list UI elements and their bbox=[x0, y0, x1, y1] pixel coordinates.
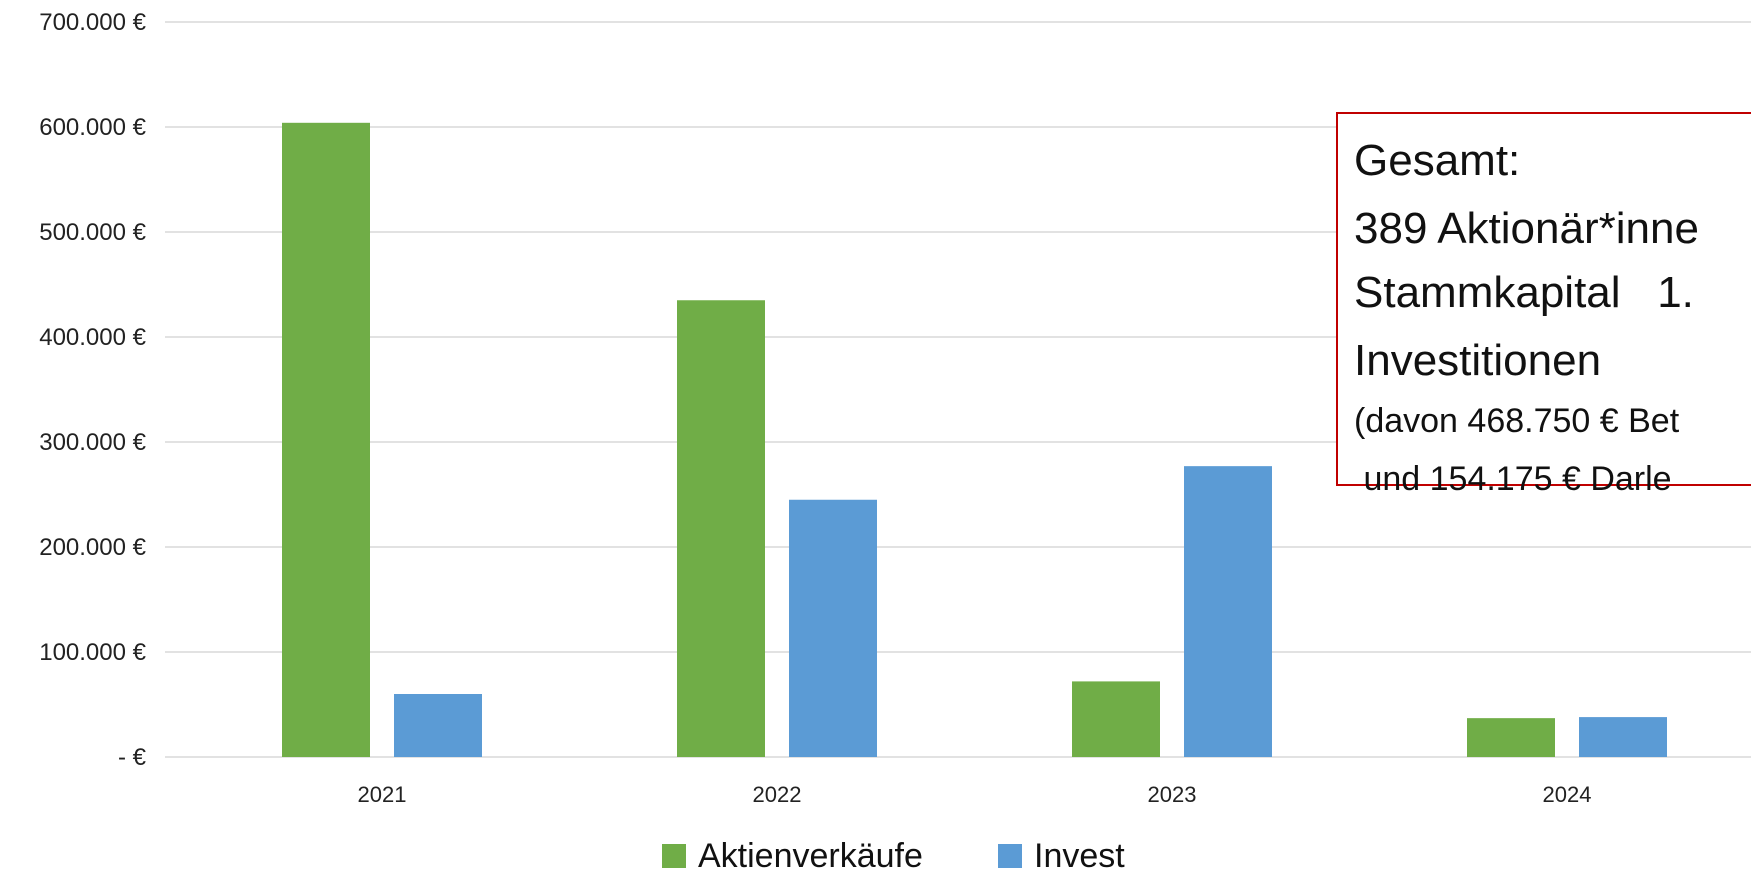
annotation-line: 389 Aktionär*inne bbox=[1354, 204, 1699, 253]
annotation-line: Investitionen bbox=[1354, 336, 1601, 385]
bar-aktienverk-ufe-2023 bbox=[1072, 681, 1160, 757]
bar-aktienverk-ufe-2024 bbox=[1467, 718, 1555, 757]
bar-invest-2023 bbox=[1184, 466, 1272, 757]
bar-invest-2022 bbox=[789, 499, 877, 757]
annotation-frame bbox=[1336, 112, 1751, 486]
legend-swatch bbox=[662, 844, 686, 868]
y-axis-ticks: - € 100.000 € 200.000 € 300.000 € 400.000 € 5… bbox=[39, 9, 146, 771]
bar-invest-2024 bbox=[1579, 717, 1667, 757]
y-tick-label: 200.000 € bbox=[39, 534, 146, 561]
annotation-line: und 154.175 € Darle bbox=[1354, 460, 1672, 498]
bar-aktienverk-ufe-2022 bbox=[677, 300, 765, 757]
bars bbox=[282, 122, 1667, 758]
x-tick-label: 2024 bbox=[1543, 782, 1592, 807]
y-tick-label: 400.000 € bbox=[39, 324, 146, 351]
legend: Aktienverkäufe Invest bbox=[662, 837, 1125, 872]
legend-label: Aktienverkäufe bbox=[698, 837, 923, 872]
x-tick-label: 2021 bbox=[358, 782, 407, 807]
bar-invest-2021 bbox=[394, 694, 482, 757]
annotation-line: Gesamt: bbox=[1354, 136, 1520, 185]
annotation-line: Stammkapital 1. bbox=[1354, 268, 1694, 317]
legend-swatch bbox=[998, 844, 1022, 868]
y-tick-label: 500.000 € bbox=[39, 219, 146, 246]
annotation-line: (davon 468.750 € Bet bbox=[1354, 402, 1680, 440]
annotation-box: Gesamt: 389 Aktionär*inne Stammkapital 1. I… bbox=[1336, 112, 1751, 498]
x-axis-ticks: 2021 2022 2023 2024 bbox=[358, 782, 1592, 807]
y-tick-label: 100.000 € bbox=[39, 639, 146, 666]
y-tick-label: 700.000 € bbox=[39, 9, 146, 36]
x-tick-label: 2022 bbox=[753, 782, 802, 807]
y-tick-label: 300.000 € bbox=[39, 429, 146, 456]
bar-aktienverk-ufe-2021 bbox=[282, 122, 370, 758]
y-tick-label: - € bbox=[118, 744, 147, 771]
legend-label: Invest bbox=[1034, 837, 1125, 872]
x-tick-label: 2023 bbox=[1148, 782, 1197, 807]
gridlines bbox=[165, 21, 1751, 758]
y-tick-label: 600.000 € bbox=[39, 114, 146, 141]
